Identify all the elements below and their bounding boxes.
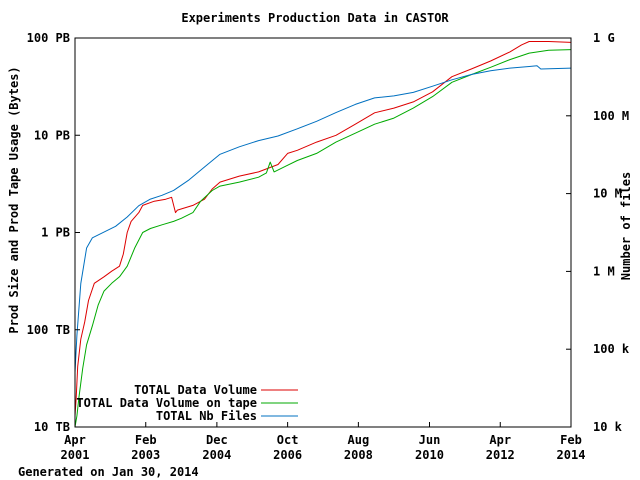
right-tick-label: 100 k [593,342,630,356]
x-tick-label-year: 2010 [415,448,444,462]
x-tick-label-month: Feb [560,433,582,447]
left-tick-label: 10 TB [34,420,70,434]
right-tick-label: 10 k [593,420,623,434]
legend-label-total-data-volume: TOTAL Data Volume [134,383,257,397]
axis-ticks: 10 TB 100 TB 1 PB 10 PB 100 PB 10 k 100 k 1 M 10… [27,31,630,462]
x-tick-label-year: 2004 [202,448,231,462]
x-tick-label-year: 2014 [557,448,586,462]
x-tick-label-year: 2003 [131,448,160,462]
x-tick-label-year: 2012 [486,448,515,462]
x-tick-label-month: Oct [277,433,299,447]
series-line-total-nb-files [74,65,572,373]
right-tick-label: 10 M [593,187,622,201]
x-tick-label-month: Dec [206,433,228,447]
legend-label-total-nb-files: TOTAL Nb Files [156,409,257,423]
x-tick-label-year: 2001 [61,448,90,462]
right-tick-label: 1 G [593,31,615,45]
left-tick-label: 100 PB [27,31,70,45]
left-tick-label: 1 PB [41,226,70,240]
x-tick-label-year: 2006 [273,448,302,462]
plot-frame [74,37,572,428]
legend-label-total-data-volume-on-tape: TOTAL Data Volume on tape [76,396,257,410]
footer-text: Generated on Jan 30, 2014 [18,465,199,479]
series-line-total-data-volume-on-tape [74,49,572,428]
x-tick-label-year: 2008 [344,448,373,462]
chart-title: Experiments Production Data in CASTOR [181,11,449,25]
plot-series [74,41,572,428]
right-axis-label: Number of files [619,172,633,280]
left-tick-label: 100 TB [27,323,70,337]
left-tick-label: 10 PB [34,128,70,142]
x-tick-label-month: Jun [419,433,441,447]
right-tick-label: 100 M [593,109,629,123]
legend: TOTAL Data Volume TOTAL Data Volume on t… [76,383,298,423]
x-tick-label-month: Apr [64,433,86,447]
x-tick-label-month: Feb [135,433,157,447]
left-axis-label: Prod Size and Prod Tape Usage (Bytes) [7,66,21,333]
x-tick-label-month: Aug [348,433,370,447]
right-tick-label: 1 M [593,264,615,278]
x-tick-label-month: Apr [489,433,511,447]
